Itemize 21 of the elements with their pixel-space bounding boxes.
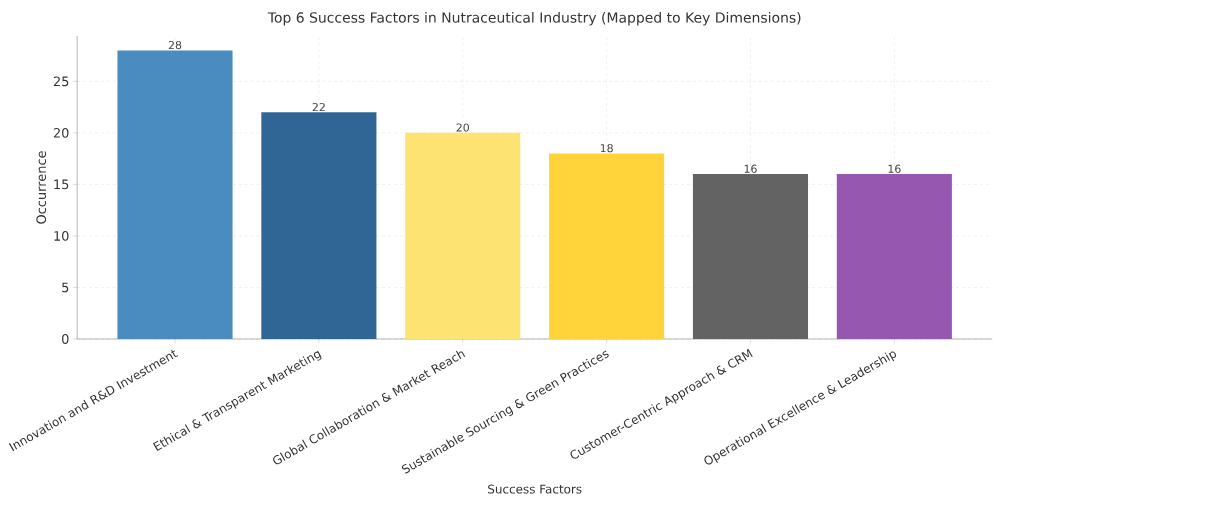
bar	[836, 174, 952, 339]
data-label: 16	[888, 164, 901, 173]
data-label: 20	[456, 123, 469, 132]
y-tick-label: 0	[62, 334, 69, 344]
y-tick-label: 5	[62, 282, 69, 293]
data-label: 28	[168, 40, 182, 50]
y-tick-label: 25	[53, 76, 69, 87]
bar	[692, 174, 809, 339]
data-label: 16	[744, 164, 757, 173]
bar	[117, 50, 233, 339]
data-label: 18	[600, 144, 613, 153]
y-tick-label: 20	[53, 127, 69, 138]
data-label: 22	[312, 102, 325, 112]
y-axis-title: Occurrence	[36, 151, 47, 224]
bar	[261, 112, 377, 339]
y-tick-label: 15	[54, 179, 69, 190]
y-tick-label: 10	[54, 231, 69, 241]
x-axis-title: Success Factors	[488, 484, 582, 494]
bar	[405, 132, 521, 339]
chart-title: Top 6 Success Factors in Nutraceutical Industry (Mapped to Key Dimensions)	[267, 12, 801, 26]
bar	[549, 153, 665, 339]
